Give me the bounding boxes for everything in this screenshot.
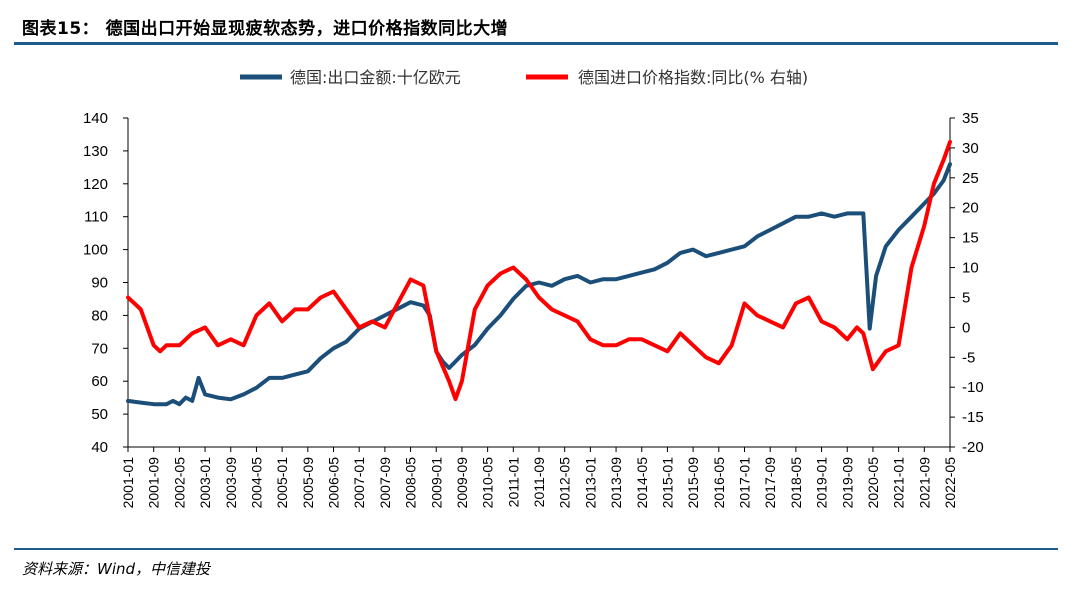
x-tick-label: 2004-05	[248, 457, 264, 509]
x-tick-label: 2005-01	[274, 457, 290, 509]
x-tick-label: 2021-09	[916, 457, 932, 509]
right-tick-label: -10	[962, 379, 984, 396]
top-divider	[14, 42, 1058, 45]
bottom-divider	[14, 548, 1058, 550]
left-tick-label: 90	[91, 275, 108, 292]
x-tick-label: 2011-01	[505, 457, 521, 508]
x-tick-label: 2009-01	[428, 457, 444, 509]
x-tick-label: 2014-05	[634, 457, 650, 509]
x-tick-label: 2022-05	[942, 457, 958, 509]
x-tick-label: 2008-05	[403, 457, 419, 509]
right-tick-label: 20	[962, 200, 979, 217]
legend-label-exports: 德国:出口金额:十亿欧元	[290, 68, 461, 87]
legend-label-import-price: 德国进口价格指数:同比(% 右轴)	[578, 68, 808, 87]
left-tick-label: 70	[91, 340, 108, 357]
right-tick-label: 0	[962, 319, 970, 336]
x-tick-label: 2020-05	[865, 457, 881, 509]
x-tick-label: 2021-01	[891, 457, 907, 509]
x-tick-label: 2003-01	[197, 457, 213, 509]
x-tick-label: 2001-09	[146, 457, 162, 509]
left-tick-label: 80	[91, 307, 108, 324]
right-tick-label: 30	[962, 140, 979, 157]
x-tick-label: 2010-05	[480, 457, 496, 509]
x-tick-label: 2015-09	[685, 457, 701, 509]
x-tick-label: 2007-01	[351, 457, 367, 509]
right-tick-label: 15	[962, 230, 979, 247]
x-tick-label: 2017-01	[737, 457, 753, 509]
left-tick-label: 140	[83, 110, 108, 127]
left-tick-label: 120	[83, 176, 108, 193]
right-tick-label: -20	[962, 439, 984, 456]
right-tick-label: 25	[962, 170, 979, 187]
x-tick-label: 2019-01	[814, 457, 830, 509]
x-tick-label: 2001-01	[120, 457, 136, 509]
left-tick-label: 60	[91, 373, 108, 390]
x-tick-label: 2005-09	[300, 457, 316, 509]
left-tick-label: 130	[83, 143, 108, 160]
left-tick-label: 110	[84, 209, 108, 226]
x-tick-label: 2013-01	[582, 457, 598, 509]
x-tick-label: 2016-05	[711, 457, 727, 509]
right-tick-label: -5	[962, 349, 975, 366]
left-tick-label: 50	[91, 406, 108, 423]
exports-series-line	[126, 162, 952, 407]
x-tick-label: 2015-01	[659, 457, 675, 509]
right-tick-label: -15	[962, 409, 984, 426]
x-tick-label: 2009-09	[454, 457, 470, 509]
right-tick-label: 35	[962, 110, 979, 127]
right-tick-label: 10	[962, 260, 979, 277]
x-tick-label: 2006-05	[326, 457, 342, 509]
source-note: 资料来源：Wind，中信建投	[22, 560, 211, 578]
left-tick-label: 40	[91, 439, 108, 456]
x-tick-label: 2017-09	[762, 457, 778, 509]
x-tick-label: 2018-05	[788, 457, 804, 509]
x-tick-label: 2013-09	[608, 457, 624, 509]
x-tick-label: 2007-09	[377, 457, 393, 509]
x-tick-label: 2019-09	[839, 457, 855, 509]
x-tick-label: 2012-05	[557, 457, 573, 509]
right-tick-label: 5	[962, 289, 970, 306]
import-price-series-line	[126, 139, 952, 402]
chart-title: 图表15： 德国出口开始显现疲软态势，进口价格指数同比大增	[22, 19, 509, 39]
x-tick-label: 2003-09	[223, 457, 239, 509]
x-tick-label: 2011-09	[531, 457, 547, 508]
x-tick-label: 2002-05	[171, 457, 187, 509]
left-tick-label: 100	[83, 242, 108, 259]
